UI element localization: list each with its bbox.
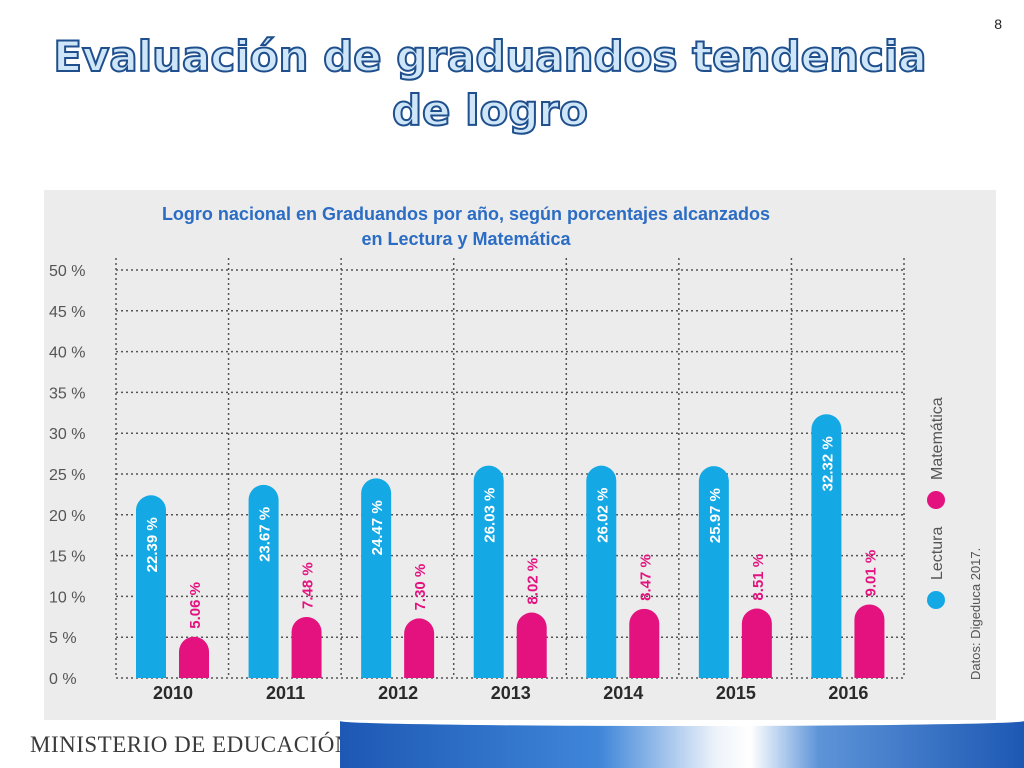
legend-lectura-label: Lectura [929,527,946,580]
bar-matematica [516,612,547,678]
data-label: 26.02 % [594,488,611,543]
y-tick-label: 20 % [49,508,85,525]
y-tick-label: 0 % [49,671,77,688]
data-label: 32.32 % [819,436,836,491]
y-tick-label: 50 % [49,263,85,280]
x-tick-label: 2014 [603,683,643,703]
ministry-logo-text: MINISTERIO DE EDUCACIÓN [30,732,352,757]
bar-lectura [811,414,842,678]
chart-panel: Logro nacional en Graduandos por año, se… [44,190,996,720]
data-label: 26.03 % [482,488,499,543]
slide-title-line-1: Evaluación de graduandos tendencia [52,31,927,82]
bar-matematica [404,618,435,678]
data-label: 7.48 % [300,562,317,609]
bar-matematica [291,616,322,678]
data-label: 8.02 % [525,558,542,605]
bar-matematica [179,636,209,678]
bar-lectura [473,465,504,678]
x-tick-label: 2010 [153,683,193,703]
y-tick-label: 35 % [49,385,85,402]
y-tick-label: 40 % [49,345,85,362]
data-label: 8.47 % [637,554,654,601]
y-tick-label: 15 % [49,549,85,566]
data-label: 7.30 % [412,564,429,611]
y-tick-label: 10 % [49,589,85,606]
bar-lectura [698,466,729,678]
bar-matematica [629,608,660,678]
legend-matematica-label: Matemática [929,397,946,480]
bar-lectura [136,495,166,678]
data-label: 8.51 % [750,554,767,601]
x-tick-label: 2012 [378,683,418,703]
data-label: 22.39 % [144,517,161,572]
footer-band [340,720,1024,768]
x-tick-label: 2013 [491,683,531,703]
x-tick-label: 2011 [266,683,305,703]
data-label: 24.47 % [369,500,386,555]
data-label: 9.01 % [862,550,879,597]
bar-lectura [361,478,392,678]
legend-lectura-marker [927,591,945,609]
bar-matematica [854,604,885,678]
data-label: 25.97 % [707,488,724,543]
x-tick-label: 2016 [828,683,868,703]
data-label: 5.06 % [187,582,204,629]
source-note: Datos: Digeduca 2017. [968,548,983,680]
y-tick-label: 30 % [49,426,85,443]
slide-title: Evaluación de graduandos tendencia de lo… [30,30,950,138]
chart-title-line-2: en Lectura y Matemática [361,229,571,249]
y-tick-label: 45 % [49,304,85,321]
slide-number: 8 [994,16,1002,32]
bar-matematica [741,608,772,678]
legend-matematica-marker [927,491,945,509]
slide-title-line-2: de logro [391,85,589,136]
bar-chart: Logro nacional en Graduandos por año, se… [49,204,983,703]
x-tick-label: 2015 [716,683,756,703]
y-tick-label: 25 % [49,467,85,484]
bar-lectura [248,484,279,678]
chart-title-line-1: Logro nacional en Graduandos por año, se… [162,204,770,224]
data-label: 23.67 % [257,507,274,562]
y-tick-label: 5 % [49,630,77,647]
bar-lectura [586,465,617,678]
